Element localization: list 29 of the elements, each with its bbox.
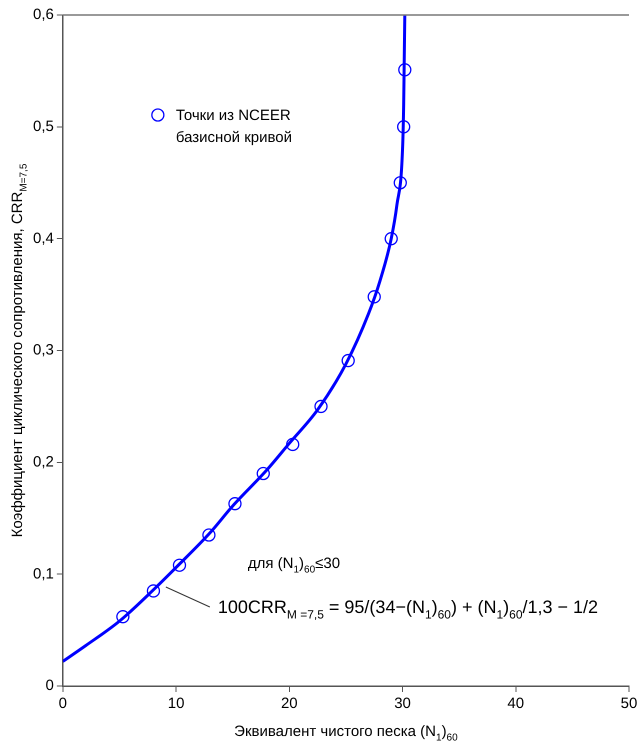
point	[146, 584, 160, 598]
y-tick-label: 0,2	[32, 453, 54, 470]
point	[397, 120, 410, 134]
point	[202, 528, 216, 542]
x-tick-label: 30	[394, 695, 411, 712]
x-tick-label: 0	[58, 695, 68, 712]
legend-label: Точки из NCEER базисной кривой	[176, 107, 292, 146]
point	[116, 610, 130, 624]
x-tick-label: 20	[280, 695, 298, 712]
x-tick-label: 40	[507, 695, 524, 712]
point	[398, 63, 412, 76]
y-tick-label: 0,1	[32, 565, 54, 582]
y-axis-title: Коэффициент циклического сопротивления, CRRM=7,5	[9, 163, 30, 538]
x-tick-label: 10	[168, 695, 184, 712]
point	[384, 232, 398, 246]
y-tick-label: 0,4	[32, 230, 54, 247]
point	[256, 466, 270, 480]
point	[314, 400, 328, 414]
x-tick-label: 50	[620, 695, 638, 712]
y-tick-label: 0	[46, 677, 54, 694]
point	[342, 354, 355, 368]
point	[368, 290, 381, 304]
point	[172, 558, 186, 572]
y-tick-label: 0,5	[32, 118, 54, 135]
y-tick-label: 0,3	[32, 342, 54, 359]
point	[394, 176, 407, 190]
y-tick-label: 0,6	[32, 6, 54, 24]
point	[228, 497, 242, 510]
point	[286, 438, 300, 452]
